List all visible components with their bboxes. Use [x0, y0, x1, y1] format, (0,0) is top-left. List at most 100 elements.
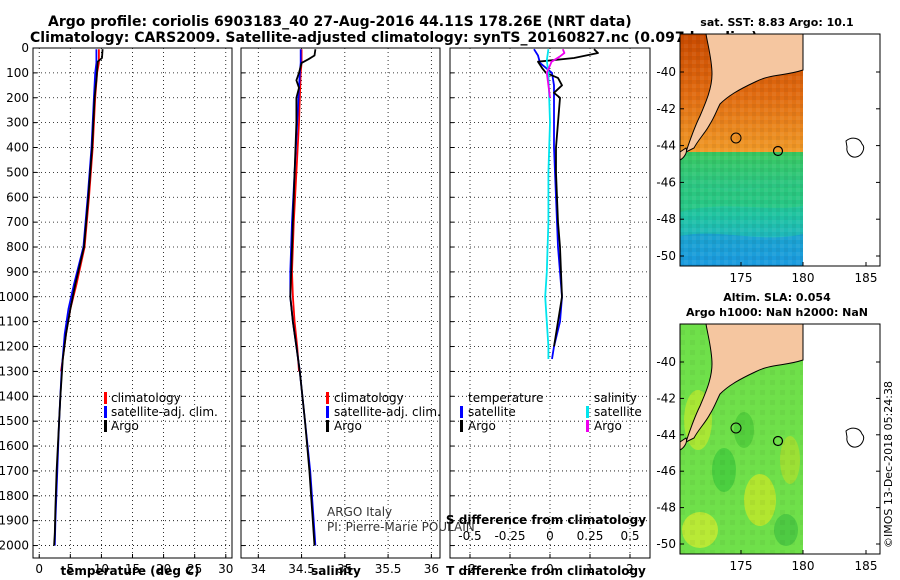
x-tick-labels: 0 5 10 15 20 25 30 34 34.5 35 35.5 36 -2 -1 0 1 2 -0.5 -0.…: [35, 529, 639, 576]
depth-tick-label: 1500: [0, 414, 29, 428]
series-line-t-satellite: [533, 48, 563, 360]
sst-contour: [730, 132, 742, 144]
legend-swatch-argo: [104, 420, 107, 432]
x-tick-label: 0: [35, 562, 43, 576]
sla-map-ticks: -40 -42 -44 -46 -48 -50 175 180 185: [656, 355, 880, 573]
legend-label-climatology: climatology: [334, 391, 404, 405]
temperature-xlabel: temperature (deg C): [61, 564, 200, 578]
legend-label-argo: Argo: [334, 419, 362, 433]
x-tick-label: 5: [66, 562, 74, 576]
depth-tick-label: 1600: [0, 439, 29, 453]
depth-tick-label: 900: [6, 265, 29, 279]
x-tick-label: 25: [187, 562, 202, 576]
depth-tick-labels: 0 100 200 300 400 500 600 700 800 900 1000 1100 1200…: [0, 41, 29, 553]
x-tick-label: 20: [156, 562, 171, 576]
sla-map: Altim. SLA: 0.054 Argo h1000: NaN h2000:…: [656, 291, 881, 573]
depth-tick-label: 1400: [0, 389, 29, 403]
credit-line-2: PI: Pierre-Marie POULAIN: [327, 520, 475, 534]
map-lon-label: 175: [730, 559, 753, 573]
legend-swatch-climatology: [104, 392, 107, 404]
depth-tick-label: 1300: [0, 364, 29, 378]
salinity-axes: [240, 47, 441, 559]
depth-tick-label: 1100: [0, 315, 29, 329]
depth-tick-label: 2000: [0, 539, 29, 553]
depth-tick-label: 400: [6, 141, 29, 155]
sst-map: sat. SST: 8.83 Argo: 10.1 -40-42-44-46-4…: [656, 16, 881, 285]
top-x-tick-label: 0.5: [620, 529, 639, 543]
depth-tick-label: 1200: [0, 340, 29, 354]
sla-land-north-island: [685, 323, 804, 443]
legend-swatch-s-argo: [586, 420, 589, 432]
map-lat-label: -40: [656, 355, 676, 369]
map-lon-label: 180: [792, 559, 815, 573]
depth-tick-label: 700: [6, 215, 29, 229]
depth-tick-label: 800: [6, 240, 29, 254]
x-tick-label: 30: [218, 562, 233, 576]
legend-label-satellite: satellite-adj. clim.: [334, 405, 441, 419]
map-lon-label: 180: [792, 271, 815, 285]
depth-tick-label: 500: [6, 165, 29, 179]
salinity-legend: climatology satellite-adj. clim. Argo AR…: [326, 391, 475, 534]
map-lat-label: -42: [656, 391, 676, 405]
map-lat-label: -48: [656, 501, 676, 515]
legend-swatch-s-satellite: [586, 406, 589, 418]
map-lat-label: -46: [656, 464, 676, 478]
legend-label-satellite: satellite-adj. clim.: [111, 405, 218, 419]
top-x-tick-label: 0.25: [577, 529, 604, 543]
salinity-xlabel: salinity: [311, 564, 361, 578]
legend-label-s-satellite: satellite: [594, 405, 642, 419]
depth-tick-label: 1800: [0, 489, 29, 503]
credit-line-1: ARGO Italy: [327, 505, 392, 519]
legend-swatch-climatology: [326, 392, 329, 404]
legend-title-temperature: temperature: [468, 391, 543, 405]
depth-tick-label: 100: [6, 66, 29, 80]
legend-swatch-argo: [326, 420, 329, 432]
legend-swatch-t-argo: [460, 420, 463, 432]
difference-top-xlabel: S difference from climatology: [446, 513, 646, 527]
map-lat-label: -44: [656, 139, 676, 153]
legend-label-argo: Argo: [111, 419, 139, 433]
depth-tick-label: 0: [21, 41, 29, 55]
sst-map-frame: [679, 33, 881, 267]
series-line-s-argo: [545, 48, 566, 98]
legend-title-salinity: salinity: [594, 391, 637, 405]
x-tick-label: 35: [337, 562, 352, 576]
map-lat-label: -40: [656, 65, 676, 79]
sst-map-ticks: -40 -42 -44 -46 -48 -50 175 180 185: [656, 65, 880, 285]
legend-label-s-argo: Argo: [594, 419, 622, 433]
sst-map-title: sat. SST: 8.83 Argo: 10.1: [700, 16, 853, 29]
chatham-island: [845, 137, 865, 158]
top-x-tick-label: -0.25: [494, 529, 525, 543]
sst-land-north-island: [685, 33, 804, 153]
temperature-series: [53, 49, 104, 546]
depth-tick-label: 300: [6, 116, 29, 130]
legend-label-t-argo: Argo: [468, 419, 496, 433]
series-line-argo: [53, 49, 104, 546]
depth-tick-label: 1700: [0, 464, 29, 478]
map-lat-label: -48: [656, 212, 676, 226]
depth-tick-label: 1900: [0, 514, 29, 528]
sla-map-frame: [679, 323, 881, 555]
top-x-tick-label: -0.5: [458, 529, 481, 543]
map-lat-label: -50: [656, 249, 676, 263]
x-tick-label: 35.5: [375, 562, 402, 576]
x-tick-label: -1: [504, 562, 516, 576]
map-lon-label: 175: [730, 271, 753, 285]
legend-label-climatology: climatology: [111, 391, 181, 405]
sla-contour: [730, 422, 742, 434]
map-lon-label: 185: [855, 559, 878, 573]
temperature-legend: climatology satellite-adj. clim. Argo: [104, 391, 218, 433]
depth-tick-label: 200: [6, 91, 29, 105]
x-tick-label: -2: [464, 562, 476, 576]
sla-map-title-2: Argo h1000: NaN h2000: NaN: [686, 306, 868, 319]
legend-swatch-t-satellite: [460, 406, 463, 418]
map-lat-label: -44: [656, 428, 676, 442]
x-tick-label: 0: [546, 562, 554, 576]
imos-watermark: ©IMOS 13-Dec-2018 05:24:38: [882, 381, 895, 548]
series-line-satellite-adj-clim-: [289, 49, 317, 546]
legend-swatch-satellite: [104, 406, 107, 418]
x-tick-label: 15: [125, 562, 140, 576]
difference-xlabel: T difference from climatology: [446, 564, 646, 578]
x-tick-label: 34: [251, 562, 266, 576]
